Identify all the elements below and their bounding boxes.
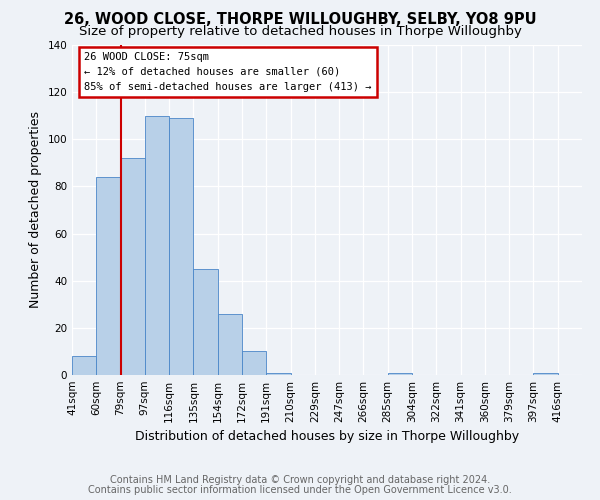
Bar	[96, 177, 121, 375]
Text: Contains HM Land Registry data © Crown copyright and database right 2024.: Contains HM Land Registry data © Crown c…	[110, 475, 490, 485]
Bar	[72, 356, 96, 375]
Text: 26, WOOD CLOSE, THORPE WILLOUGHBY, SELBY, YO8 9PU: 26, WOOD CLOSE, THORPE WILLOUGHBY, SELBY…	[64, 12, 536, 28]
Bar	[388, 372, 412, 375]
Bar	[193, 269, 218, 375]
Text: Contains public sector information licensed under the Open Government Licence v3: Contains public sector information licen…	[88, 485, 512, 495]
Bar	[218, 314, 242, 375]
Bar	[169, 118, 193, 375]
Bar	[145, 116, 169, 375]
Y-axis label: Number of detached properties: Number of detached properties	[29, 112, 42, 308]
Bar	[533, 372, 558, 375]
Text: 26 WOOD CLOSE: 75sqm
← 12% of detached houses are smaller (60)
85% of semi-detac: 26 WOOD CLOSE: 75sqm ← 12% of detached h…	[84, 52, 371, 92]
Bar	[121, 158, 145, 375]
Bar	[266, 372, 290, 375]
Text: Size of property relative to detached houses in Thorpe Willoughby: Size of property relative to detached ho…	[79, 25, 521, 38]
Bar	[242, 352, 266, 375]
X-axis label: Distribution of detached houses by size in Thorpe Willoughby: Distribution of detached houses by size …	[135, 430, 519, 444]
